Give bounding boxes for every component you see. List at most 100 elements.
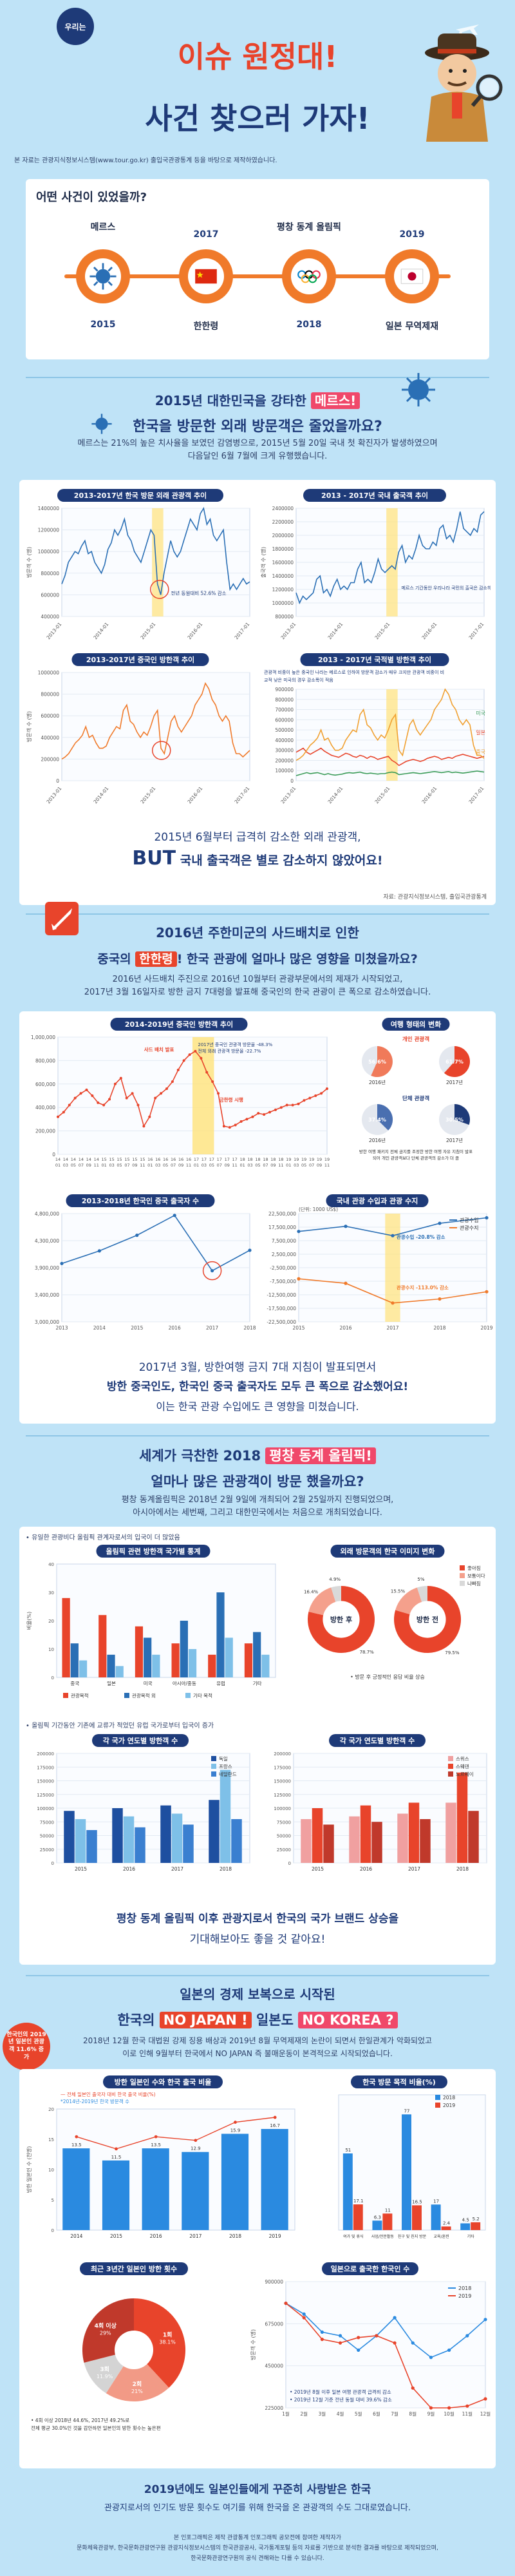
olympic-rings-icon [282, 249, 336, 303]
x-tick-label: 중국 [70, 1681, 79, 1686]
series-line-중국 [295, 688, 485, 761]
data-point [102, 1103, 106, 1107]
japan-body-2: 이로 인해 9월부터 한국에서 NO JAPAN 즉 불매운동이 본격적으로 시… [122, 2049, 393, 2058]
group-label: 개인 관광객 [402, 1036, 429, 1043]
mers-conclusion-1: 2015년 6월부터 급격히 감소한 외래 관광객, [154, 831, 361, 844]
x-tick-label: 18 [278, 1157, 283, 1162]
chart-title-bg [92, 1734, 189, 1747]
data-point [273, 2115, 277, 2119]
header-title-1: 이슈 원정대! [177, 39, 338, 74]
data-point [136, 1103, 140, 1107]
japan-kicker: 일본의 경제 보복으로 시작된 [180, 1987, 335, 2002]
pie-label: 2016년 [369, 1137, 386, 1143]
y-tick-label: 25000 [277, 1847, 291, 1853]
series-line-2013 - 2017년 국내 출국객 추이 [295, 511, 485, 605]
legend-label: 2018 [443, 2095, 455, 2101]
highlight-band [386, 508, 398, 616]
data-point [171, 1080, 174, 1083]
data-point [165, 1087, 168, 1091]
bar-기타 목적 [225, 1637, 233, 1677]
legend-label: *2014년-2019년 한국 방문객 수 [61, 2098, 129, 2104]
x-tick-label: 01 [147, 1163, 153, 1168]
y-axis-label: 출국객 수 (명) [260, 547, 267, 578]
legend-swatch [448, 1756, 453, 1761]
data-point [222, 1125, 225, 1128]
pie-value: 16.4% [304, 1589, 319, 1594]
footer-line-3: 한국문화관광연구원의 공식 견해와는 다를 수 있습니다. [191, 2555, 324, 2562]
x-tick-label: 17 [201, 1157, 207, 1162]
y-tick-label: 200000 [37, 1751, 54, 1757]
data-point [60, 1261, 64, 1266]
y-tick-label: 50000 [277, 1834, 291, 1839]
plot-area [56, 1563, 276, 1678]
bar-노르웨이 [468, 1811, 479, 1863]
y-tick-label: 800000 [275, 697, 294, 703]
x-tick-label: 18 [270, 1157, 276, 1162]
highlight-band [386, 689, 398, 781]
pie-value: 29% [100, 2331, 111, 2336]
pie-label: 2017년 [446, 1137, 463, 1143]
data-point [217, 1092, 220, 1095]
section-divider [26, 1975, 489, 1976]
japan-flag-icon [385, 249, 439, 303]
x-tick-label: 01 [239, 1163, 245, 1168]
x-tick-label: 18 [263, 1157, 268, 1162]
x-tick-label: 01 [194, 1163, 199, 1168]
bar-2018 [402, 2114, 411, 2230]
y-tick-label: 5 [52, 2198, 54, 2203]
bar-독일 [160, 1805, 171, 1863]
data-point [119, 1076, 122, 1080]
virus-icon [76, 249, 130, 303]
x-tick-label: 17 [225, 1157, 230, 1162]
pie-value: 56.6% [368, 1059, 386, 1065]
donut-hole [323, 1601, 360, 1638]
pie-value: 79.5% [445, 1650, 460, 1655]
x-tick-label: 07 [263, 1163, 268, 1168]
bar-value-label: 77 [404, 2108, 410, 2113]
chart-note: 되어 개인 관광객보다 단체 관광객의 감소가 더 큼 [373, 1155, 459, 1161]
mers-headline: 한국을 방문한 외래 방문객은 줄었을까요? [133, 419, 382, 435]
chart-title-bg [351, 2075, 447, 2088]
y-axis-label: 방문객 수 (명) [250, 2329, 256, 2360]
chart-title: 2014-2019년 중국인 방한객 추이 [125, 1020, 233, 1029]
bar-스위스 [301, 1819, 312, 1863]
pie-label: 2회 [133, 2380, 142, 2388]
chart-note: 교적 낮은 미국의 경우 감소폭이 적음 [264, 677, 333, 683]
chart-title-bg [300, 653, 449, 666]
y-tick-label: 20 [48, 1619, 54, 1624]
chart-annotation: 금한령 시행 [220, 1096, 243, 1103]
series-line-미국 [295, 770, 485, 776]
x-tick-label: 2017-01 [233, 621, 250, 640]
timeline-question: 어떤 사건이 있었을까? [36, 191, 147, 204]
bar-2019 [471, 2222, 481, 2230]
chart-title-bg [71, 653, 209, 666]
x-tick-label: 2018 [243, 1325, 256, 1331]
bar-value-label: 16.7 [270, 2123, 280, 2128]
data-point [263, 1113, 266, 1116]
y-tick-label: 675000 [265, 2321, 283, 2327]
legend-label: 보통이다 [467, 1572, 485, 1579]
chart-title: 최근 3년간 일본인 방한 횟수 [91, 2264, 177, 2273]
y-tick-label: 75000 [277, 1820, 291, 1825]
legend-label: 네덜란드 [219, 1771, 237, 1777]
data-point [91, 1094, 94, 1097]
chart-china-visitor-trend: 2013-2017년 중국인 방한객 추이 1000000 800000 600000… [26, 653, 251, 805]
x-tick-label: 17 [209, 1157, 214, 1162]
header-source: 본 자료는 관광지식정보시스템(www.tour.go.kr) 출입국관광통계 … [14, 157, 277, 164]
bar-2018 [460, 2223, 471, 2230]
bar-독일 [209, 1800, 220, 1863]
bar-네덜란드 [183, 1824, 194, 1863]
virus-icon [402, 373, 435, 406]
bar-기타 목적 [115, 1666, 124, 1677]
data-point [154, 1096, 157, 1100]
series-line-2018 [285, 2302, 486, 2358]
bar-프랑스 [220, 1770, 231, 1863]
thaad-conclusion-2: 방한 중국인도, 한국인 중국 출국자도 모두 큰 폭으로 감소했어요! [106, 1380, 409, 1393]
data-point [279, 1106, 283, 1109]
bar-관광목적 외 [180, 1621, 188, 1677]
y-tick-label: 0 [290, 778, 294, 784]
olympics-tag: 평창 동계 올림픽! [265, 1447, 376, 1464]
bar-value [102, 2160, 130, 2230]
series-line-2013-2018년 한국인 중국 출국자 수 [61, 1214, 250, 1272]
